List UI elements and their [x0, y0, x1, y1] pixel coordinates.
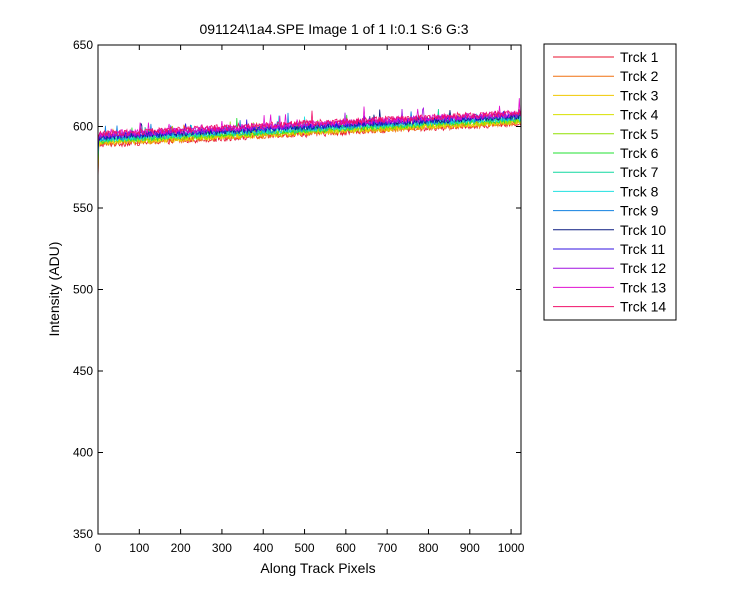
- x-tick-label: 800: [418, 541, 438, 555]
- legend: Trck 1 Trck 2 Trck 3 Trck 4 Trck 5 Trck 6 Trck…: [543, 43, 677, 321]
- y-axis-label: Intensity (ADU): [46, 242, 62, 337]
- x-tick-label: 0: [95, 541, 102, 555]
- x-tick-label: 900: [460, 541, 480, 555]
- legend-label: Trck 10: [620, 222, 666, 238]
- legend-label: Trck 6: [620, 145, 659, 161]
- legend-label: Trck 9: [620, 203, 659, 219]
- plot-area: 0 100 200 300 400 500 600 700 800 900 1000 350 400 4…: [73, 38, 525, 555]
- y-tick-label: 600: [73, 120, 93, 134]
- series-line-trck-14: [97, 109, 522, 139]
- legend-label: Trck 2: [620, 68, 659, 84]
- legend-label: Trck 3: [620, 87, 659, 103]
- y-axis-ticks: 350 400 450 500 550 600 650: [73, 38, 521, 541]
- y-tick-label: 500: [73, 283, 93, 297]
- legend-label: Trck 8: [620, 183, 659, 199]
- legend-label: Trck 7: [620, 164, 659, 180]
- legend-label: Trck 11: [620, 241, 665, 257]
- legend-box: [543, 43, 677, 321]
- x-tick-label: 700: [377, 541, 397, 555]
- legend-label: Trck 4: [620, 107, 659, 123]
- y-tick-label: 550: [73, 201, 93, 215]
- legend-label: Trck 13: [620, 279, 666, 295]
- x-axis-label: Along Track Pixels: [260, 560, 375, 576]
- x-tick-label: 100: [129, 541, 149, 555]
- x-tick-label: 400: [253, 541, 273, 555]
- legend-label: Trck 5: [620, 126, 659, 142]
- x-tick-label: 1000: [498, 541, 525, 555]
- legend-label: Trck 14: [620, 299, 666, 315]
- x-tick-label: 500: [295, 541, 315, 555]
- series-group: [97, 98, 522, 181]
- legend-items: Trck 1 Trck 2 Trck 3 Trck 4 Trck 5 Trck 6 Trck…: [553, 49, 666, 315]
- series-line-trck-7: [97, 108, 522, 161]
- legend-label: Trck 1: [620, 49, 659, 65]
- x-tick-label: 600: [336, 541, 356, 555]
- y-tick-label: 450: [73, 364, 93, 378]
- y-tick-label: 650: [73, 38, 93, 52]
- y-tick-label: 400: [73, 446, 93, 460]
- y-tick-label: 350: [73, 527, 93, 541]
- x-axis-ticks: 0 100 200 300 400 500 600 700 800 900 1000: [95, 45, 525, 555]
- legend-label: Trck 12: [620, 260, 666, 276]
- x-tick-label: 200: [171, 541, 191, 555]
- x-tick-label: 300: [212, 541, 232, 555]
- chart-title: 091124\1a4.SPE Image 1 of 1 I:0.1 S:6 G:…: [199, 21, 468, 37]
